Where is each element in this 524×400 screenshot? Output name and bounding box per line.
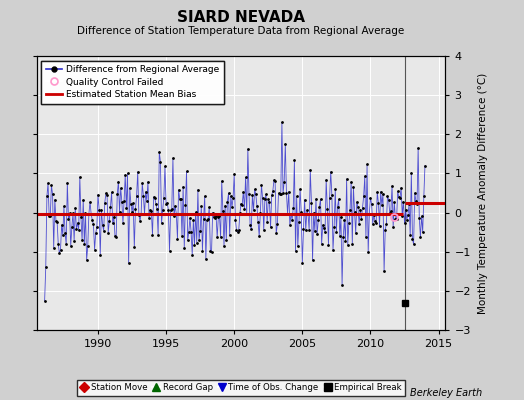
Legend: Difference from Regional Average, Quality Control Failed, Estimated Station Mean: Difference from Regional Average, Qualit… (41, 60, 224, 104)
Legend: Station Move, Record Gap, Time of Obs. Change, Empirical Break: Station Move, Record Gap, Time of Obs. C… (77, 380, 405, 396)
Text: Berkeley Earth: Berkeley Earth (410, 388, 482, 398)
Text: Difference of Station Temperature Data from Regional Average: Difference of Station Temperature Data f… (78, 26, 405, 36)
Y-axis label: Monthly Temperature Anomaly Difference (°C): Monthly Temperature Anomaly Difference (… (478, 72, 488, 314)
Text: SIARD NEVADA: SIARD NEVADA (177, 10, 305, 25)
